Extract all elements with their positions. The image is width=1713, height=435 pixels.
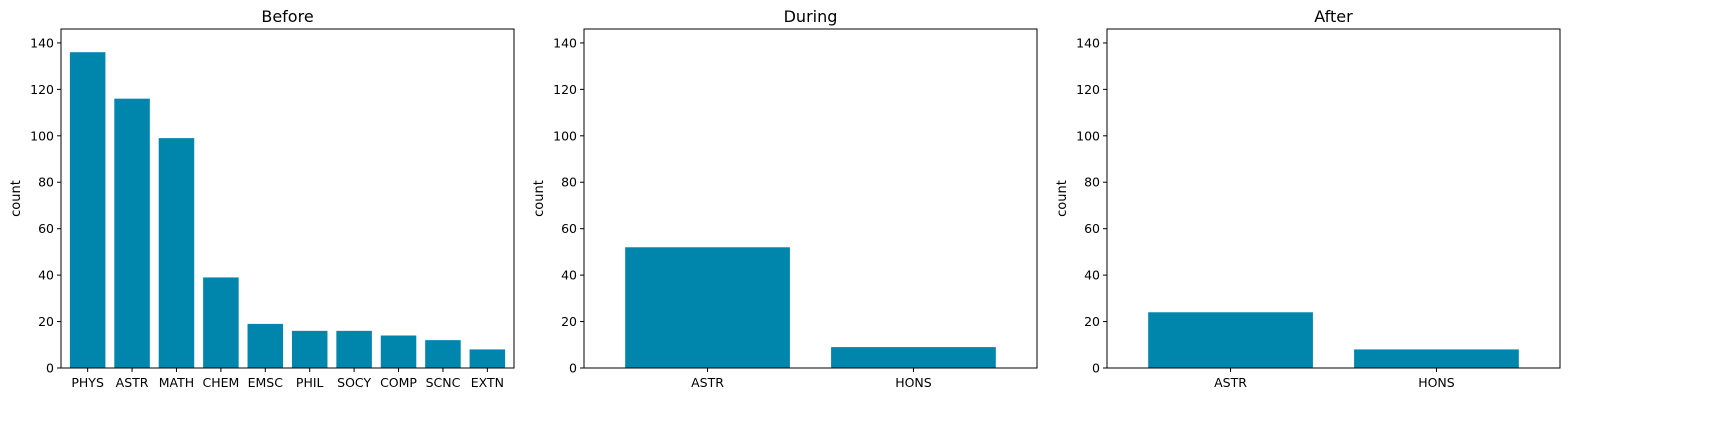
ytick-label-before-140: 140 <box>30 35 54 50</box>
xtick-label-before-scnc: SCNC <box>426 375 461 390</box>
bar-before-extn <box>469 349 506 368</box>
chart-during: 0 20 40 60 80 100 120 140 ASTR HONS During count <box>532 7 1038 390</box>
xtick-label-before-comp: COMP <box>380 375 417 390</box>
ytick-label-before-60: 60 <box>38 221 54 236</box>
ytick-label-after-40: 40 <box>1084 268 1100 283</box>
ytick-label-after-0: 0 <box>1092 361 1100 376</box>
xtick-label-before-phil: PHIL <box>296 375 324 390</box>
xtick-label-before-extn: EXTN <box>471 375 504 390</box>
ytick-label-during-60: 60 <box>561 221 577 236</box>
bar-before-phil <box>291 330 328 368</box>
xtick-label-before-emsc: EMSC <box>248 375 284 390</box>
ylabel-during: count <box>532 180 547 217</box>
xtick-label-after-hons: HONS <box>1418 375 1455 390</box>
ytick-label-during-80: 80 <box>561 175 577 190</box>
chart-title-during: During <box>784 7 838 26</box>
bar-before-phys <box>69 52 106 368</box>
bar-before-scnc <box>425 340 461 368</box>
ytick-label-after-120: 120 <box>1076 82 1100 97</box>
ytick-label-during-100: 100 <box>553 128 577 143</box>
ytick-label-before-20: 20 <box>38 314 54 329</box>
ytick-label-before-120: 120 <box>30 82 54 97</box>
ytick-label-before-40: 40 <box>38 268 54 283</box>
ytick-label-before-100: 100 <box>30 128 54 143</box>
ytick-label-after-80: 80 <box>1084 175 1100 190</box>
chart-title-after: After <box>1314 7 1353 26</box>
ytick-label-before-0: 0 <box>46 361 54 376</box>
bar-during-astr <box>625 247 790 368</box>
chart-before: 0 20 40 60 80 100 120 140 PHYS ASTR MATH CHEM EMSC PH… <box>9 7 515 390</box>
ytick-label-during-0: 0 <box>569 361 577 376</box>
xtick-label-before-socy: SOCY <box>337 375 371 390</box>
chart-after: 0 20 40 60 80 100 120 140 ASTR HONS After count <box>1055 7 1561 390</box>
chart-title-before: Before <box>261 7 313 26</box>
bar-after-astr <box>1148 312 1313 368</box>
xtick-label-after-astr: ASTR <box>1214 375 1247 390</box>
axes-frame-during <box>583 28 1038 369</box>
bar-before-emsc <box>247 323 284 368</box>
ytick-label-after-100: 100 <box>1076 128 1100 143</box>
bar-during-hons <box>831 347 996 368</box>
ytick-label-after-20: 20 <box>1084 314 1100 329</box>
ylabel-before: count <box>9 180 24 217</box>
ytick-label-during-20: 20 <box>561 314 577 329</box>
xtick-label-before-phys: PHYS <box>71 375 104 390</box>
axes-frame-after <box>1106 28 1561 369</box>
bar-before-socy <box>336 330 372 368</box>
axes-frame-before <box>60 28 515 369</box>
ytick-label-before-80: 80 <box>38 175 54 190</box>
ytick-label-after-60: 60 <box>1084 221 1100 236</box>
xtick-label-during-astr: ASTR <box>691 375 724 390</box>
bar-before-math <box>158 138 195 368</box>
bar-before-astr <box>114 98 150 368</box>
ylabel-after: count <box>1055 180 1070 217</box>
ytick-label-during-120: 120 <box>553 82 577 97</box>
xtick-label-before-math: MATH <box>159 375 194 390</box>
bar-after-hons <box>1354 349 1519 368</box>
xtick-label-before-chem: CHEM <box>202 375 239 390</box>
bar-before-chem <box>203 277 239 368</box>
ytick-label-during-40: 40 <box>561 268 577 283</box>
ytick-label-during-140: 140 <box>553 35 577 50</box>
ytick-label-after-140: 140 <box>1076 35 1100 50</box>
xtick-label-before-astr: ASTR <box>116 375 149 390</box>
xtick-label-during-hons: HONS <box>895 375 932 390</box>
bar-before-comp <box>380 335 417 368</box>
